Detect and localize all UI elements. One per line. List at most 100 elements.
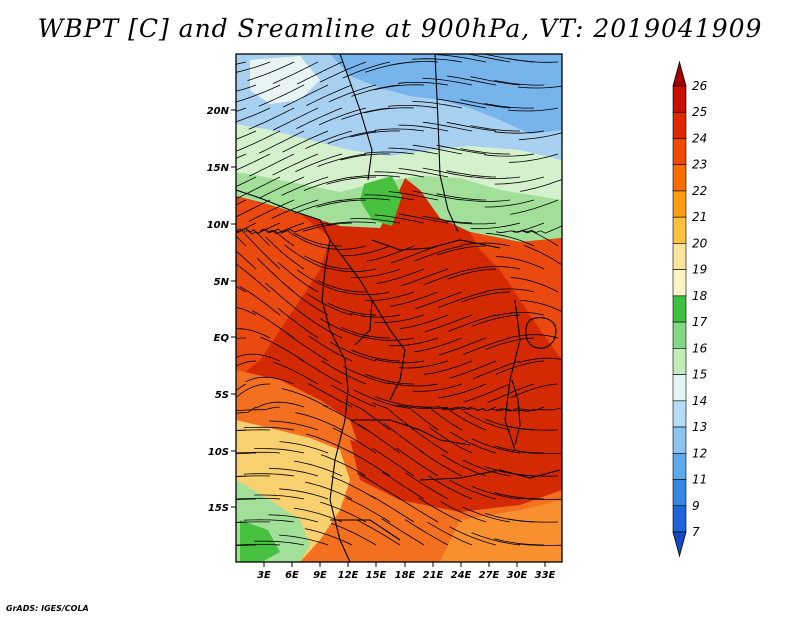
streamline	[351, 84, 401, 97]
streamline	[265, 236, 305, 270]
streamline	[436, 245, 487, 256]
lat-label: 5S	[215, 390, 229, 401]
streamline	[494, 538, 545, 546]
streamline	[447, 268, 497, 280]
streamline	[364, 107, 415, 114]
streamline	[236, 286, 247, 293]
streamline	[297, 269, 343, 293]
streamline	[460, 148, 510, 155]
streamline	[294, 460, 343, 477]
streamline	[236, 498, 257, 501]
streamline	[350, 130, 401, 138]
border-angola-drc	[350, 419, 471, 446]
streamline	[494, 176, 545, 185]
streamline	[327, 302, 377, 316]
streamline	[307, 383, 353, 408]
colorbar-swatch	[672, 321, 687, 349]
streamline	[374, 214, 425, 224]
streamline	[248, 199, 295, 222]
streamline	[494, 492, 545, 500]
streamline	[510, 199, 559, 215]
streamline	[268, 420, 319, 431]
streamline	[305, 130, 353, 150]
lat-label: 15N	[207, 163, 230, 174]
streamline	[340, 153, 391, 161]
streamline	[236, 84, 281, 103]
streamline	[277, 307, 319, 339]
lat-label: 15S	[208, 503, 229, 514]
streamline	[390, 291, 439, 307]
colorbar-swatch	[672, 138, 687, 166]
streamline	[273, 228, 319, 247]
streamline	[462, 337, 511, 355]
streamline	[271, 199, 319, 219]
streamline	[462, 506, 511, 523]
streamline	[302, 222, 353, 232]
streamline	[396, 447, 439, 477]
streamline	[236, 176, 257, 188]
streamline	[326, 221, 377, 226]
streamline	[236, 199, 271, 218]
streamline	[508, 153, 559, 163]
streamline	[320, 454, 367, 477]
streamline	[448, 360, 497, 379]
border-car	[371, 239, 501, 251]
streamline	[418, 497, 463, 523]
streamline	[422, 121, 473, 132]
streamline	[470, 125, 520, 132]
field-blue	[330, 54, 562, 134]
streamline	[494, 445, 545, 454]
streamline	[427, 521, 473, 546]
streamline	[418, 449, 463, 477]
streamline	[404, 519, 449, 546]
streamline	[398, 404, 449, 410]
streamline	[347, 449, 391, 477]
streamline	[374, 171, 425, 178]
streamline	[383, 422, 425, 454]
streamline	[495, 360, 545, 375]
streamline	[470, 176, 521, 179]
lon-label: 3E	[257, 570, 271, 581]
streamline	[236, 353, 281, 362]
colorbar-swatch	[672, 295, 687, 323]
streamline	[340, 291, 391, 296]
streamline	[471, 314, 521, 327]
streamline	[273, 361, 319, 385]
streamline	[328, 84, 377, 103]
colorbar-label: 25	[692, 105, 707, 119]
streamline	[236, 497, 281, 500]
streamline	[236, 451, 281, 454]
streamline	[282, 130, 329, 153]
colorbar-swatch	[672, 85, 687, 113]
streamline	[446, 121, 497, 132]
colorbar-label: 9	[692, 499, 700, 513]
streamline	[236, 429, 247, 431]
border-angola-south	[330, 519, 401, 541]
streamline	[419, 406, 463, 431]
streamline	[259, 130, 305, 154]
streamline	[495, 256, 545, 270]
streamline	[388, 337, 439, 347]
streamline	[424, 314, 473, 333]
streamline	[341, 107, 391, 120]
streamline	[236, 475, 247, 477]
colorbar-swatch	[672, 190, 687, 218]
field-warm-east	[470, 232, 562, 360]
colorbar-swatch	[672, 426, 687, 454]
longitude-axis: 3E 6E 9E 12E 15E 18E 21E 24E 27E 30E 33E	[257, 562, 556, 581]
streamline	[518, 132, 562, 140]
streamline	[494, 130, 545, 134]
streamline	[236, 222, 257, 233]
streamline	[438, 337, 487, 356]
streamline	[470, 266, 521, 270]
streamline	[350, 313, 401, 318]
streamline	[252, 310, 295, 339]
streamline	[236, 383, 271, 399]
streamline	[510, 383, 559, 399]
streamline	[422, 167, 473, 178]
streamline	[236, 306, 257, 316]
streamline	[485, 418, 535, 431]
grads-credit: GrADS: IGES/COLA	[6, 604, 89, 613]
colorbar-swatch	[672, 164, 687, 192]
streamline	[236, 130, 257, 140]
